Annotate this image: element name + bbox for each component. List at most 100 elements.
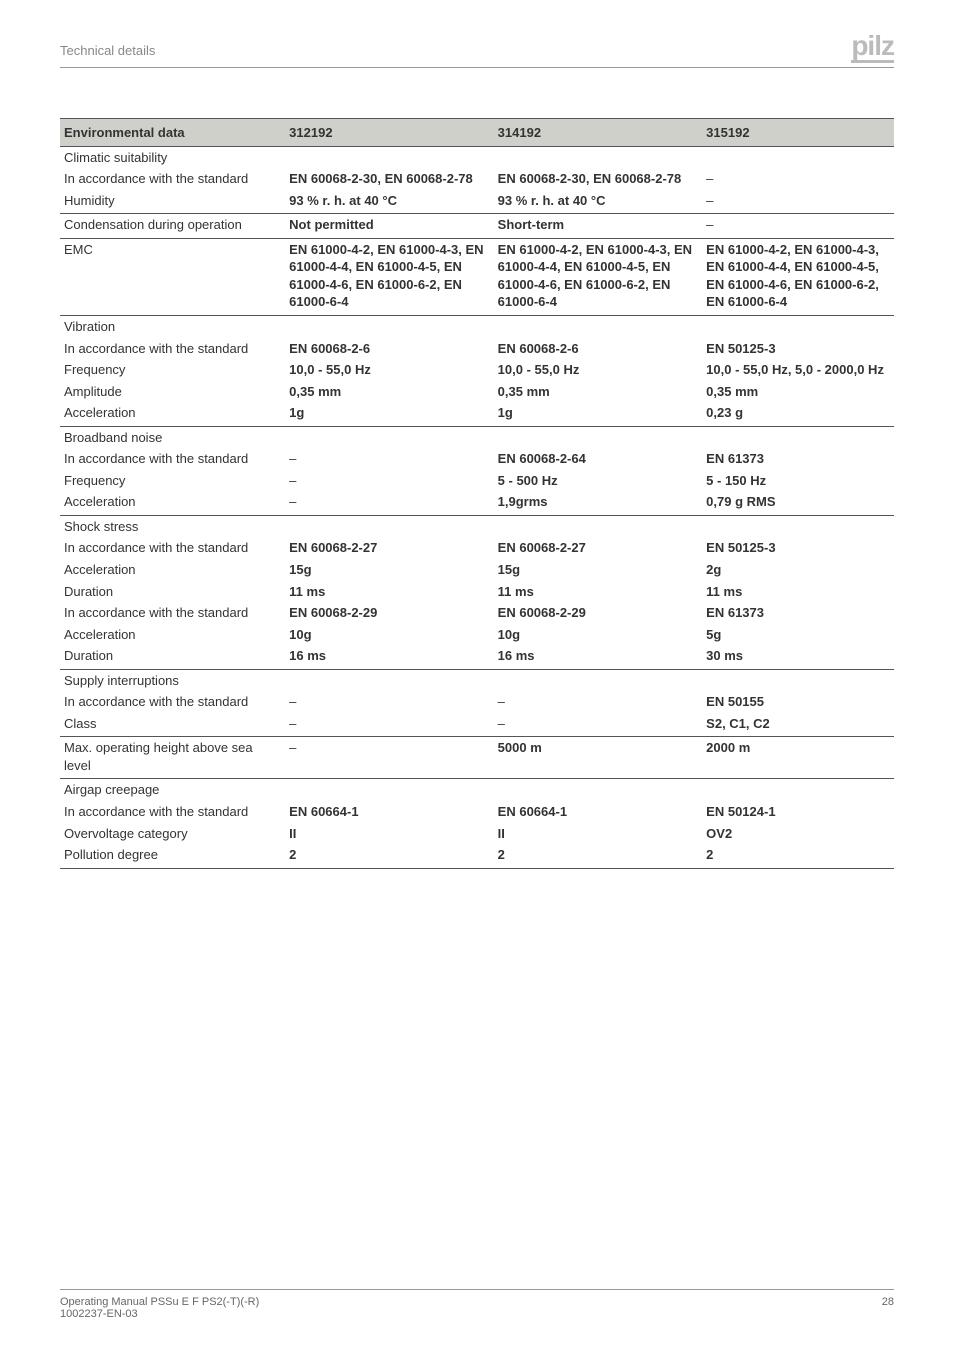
- cell: II: [494, 823, 703, 845]
- cell: –: [285, 737, 494, 779]
- cell: EN 60068-2-30, EN 60068-2-78: [285, 168, 494, 190]
- table-row: Duration 11 ms 11 ms 11 ms: [60, 581, 894, 603]
- cell: EN 50124-1: [702, 801, 894, 823]
- table-row: Amplitude 0,35 mm 0,35 mm 0,35 mm: [60, 381, 894, 403]
- cell: –: [285, 713, 494, 737]
- cell: –: [494, 691, 703, 713]
- cell: 10,0 - 55,0 Hz: [285, 359, 494, 381]
- cell: 2000 m: [702, 737, 894, 779]
- cell: EN 61000-4-2, EN 61000-4-3, EN 61000-4-4…: [702, 238, 894, 315]
- cell: EN 50155: [702, 691, 894, 713]
- table-row: Acceleration – 1,9grms 0,79 g RMS: [60, 491, 894, 515]
- cell: Pollution degree: [60, 844, 285, 868]
- table-row: Acceleration 10g 10g 5g: [60, 624, 894, 646]
- cell: 5 - 500 Hz: [494, 470, 703, 492]
- table-row: Frequency – 5 - 500 Hz 5 - 150 Hz: [60, 470, 894, 492]
- table-row: Vibration: [60, 315, 894, 337]
- cell: EN 61000-4-2, EN 61000-4-3, EN 61000-4-4…: [494, 238, 703, 315]
- cell: Short-term: [494, 214, 703, 239]
- cell: Acceleration: [60, 559, 285, 581]
- cell: EN 50125-3: [702, 338, 894, 360]
- table-row: Supply interruptions: [60, 669, 894, 691]
- cell: EMC: [60, 238, 285, 315]
- cell: Duration: [60, 581, 285, 603]
- table-row: Acceleration 1g 1g 0,23 g: [60, 402, 894, 426]
- table-row: In accordance with the standard EN 60068…: [60, 537, 894, 559]
- cell: 16 ms: [494, 645, 703, 669]
- cell: 15g: [494, 559, 703, 581]
- cell: Max. operating height above sea level: [60, 737, 285, 779]
- cell: 0,35 mm: [494, 381, 703, 403]
- cell: Supply interruptions: [60, 669, 285, 691]
- table-row: Pollution degree 2 2 2: [60, 844, 894, 868]
- cell: 11 ms: [702, 581, 894, 603]
- cell: 0,35 mm: [285, 381, 494, 403]
- cell: 16 ms: [285, 645, 494, 669]
- table-row: Max. operating height above sea level – …: [60, 737, 894, 779]
- cell: In accordance with the standard: [60, 168, 285, 190]
- table-row: Frequency 10,0 - 55,0 Hz 10,0 - 55,0 Hz …: [60, 359, 894, 381]
- col-header: Environmental data: [60, 118, 285, 146]
- cell: EN 50125-3: [702, 537, 894, 559]
- cell: Acceleration: [60, 491, 285, 515]
- env-data-table: Environmental data 312192 314192 315192 …: [60, 118, 894, 869]
- cell: 10g: [285, 624, 494, 646]
- cell: –: [285, 691, 494, 713]
- cell: EN 60068-2-6: [494, 338, 703, 360]
- cell: 93 % r. h. at 40 °C: [494, 190, 703, 214]
- cell: EN 61373: [702, 602, 894, 624]
- cell: 2: [702, 844, 894, 868]
- cell: Overvoltage category: [60, 823, 285, 845]
- cell: EN 60068-2-6: [285, 338, 494, 360]
- cell: 5000 m: [494, 737, 703, 779]
- cell: OV2: [702, 823, 894, 845]
- cell: 10,0 - 55,0 Hz, 5,0 - 2000,0 Hz: [702, 359, 894, 381]
- cell: 0,23 g: [702, 402, 894, 426]
- table-row: In accordance with the standard EN 60068…: [60, 168, 894, 190]
- cell: 2: [285, 844, 494, 868]
- table-row: In accordance with the standard EN 60068…: [60, 602, 894, 624]
- table-row: Duration 16 ms 16 ms 30 ms: [60, 645, 894, 669]
- cell: Condensation during operation: [60, 214, 285, 239]
- cell: In accordance with the standard: [60, 691, 285, 713]
- header-section-title: Technical details: [60, 43, 155, 58]
- table-header-row: Environmental data 312192 314192 315192: [60, 118, 894, 146]
- page-footer: Operating Manual PSSu E F PS2(-T)(-R) 10…: [60, 1289, 894, 1320]
- page-header: Technical details pilz: [60, 30, 894, 68]
- cell: Not permitted: [285, 214, 494, 239]
- cell: 93 % r. h. at 40 °C: [285, 190, 494, 214]
- cell: In accordance with the standard: [60, 448, 285, 470]
- cell: 11 ms: [285, 581, 494, 603]
- cell: –: [285, 470, 494, 492]
- cell: EN 60068-2-27: [285, 537, 494, 559]
- cell: –: [494, 713, 703, 737]
- cell: EN 60068-2-27: [494, 537, 703, 559]
- col-header: 314192: [494, 118, 703, 146]
- cell: Acceleration: [60, 402, 285, 426]
- cell: 11 ms: [494, 581, 703, 603]
- cell: 2: [494, 844, 703, 868]
- cell: 1g: [494, 402, 703, 426]
- cell: 30 ms: [702, 645, 894, 669]
- cell: Vibration: [60, 315, 285, 337]
- cell: 1g: [285, 402, 494, 426]
- cell: Frequency: [60, 359, 285, 381]
- cell: 0,79 g RMS: [702, 491, 894, 515]
- cell: Frequency: [60, 470, 285, 492]
- footer-line1: Operating Manual PSSu E F PS2(-T)(-R): [60, 1296, 259, 1308]
- cell: –: [285, 448, 494, 470]
- cell: 15g: [285, 559, 494, 581]
- cell: EN 60664-1: [285, 801, 494, 823]
- table-row: In accordance with the standard EN 60068…: [60, 338, 894, 360]
- col-header: 315192: [702, 118, 894, 146]
- cell: Duration: [60, 645, 285, 669]
- table-row: Overvoltage category II II OV2: [60, 823, 894, 845]
- cell: 0,35 mm: [702, 381, 894, 403]
- cell: Climatic suitability: [60, 146, 285, 168]
- cell: 5 - 150 Hz: [702, 470, 894, 492]
- cell: Acceleration: [60, 624, 285, 646]
- cell: S2, C1, C2: [702, 713, 894, 737]
- table-row: Airgap creepage: [60, 779, 894, 801]
- cell: EN 60068-2-30, EN 60068-2-78: [494, 168, 703, 190]
- footer-left: Operating Manual PSSu E F PS2(-T)(-R) 10…: [60, 1296, 259, 1320]
